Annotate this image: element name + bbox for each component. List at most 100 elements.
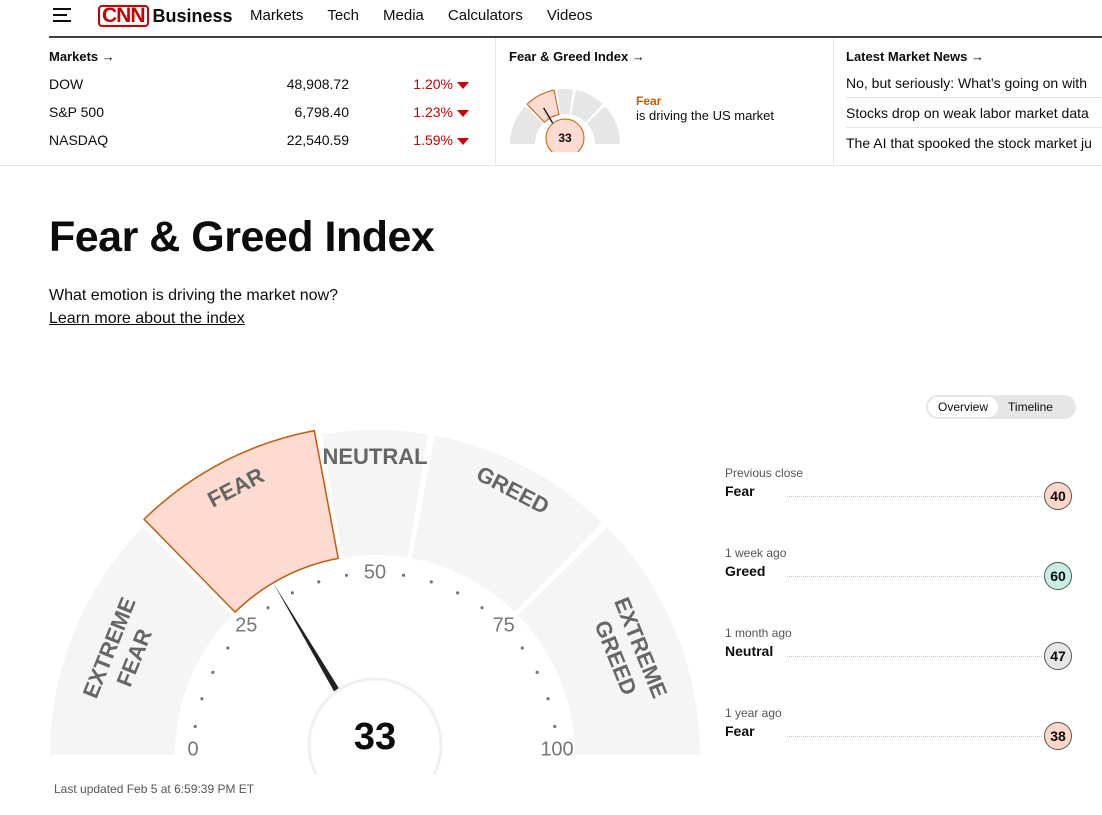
cnn-business-logo[interactable]: CNN Business: [98, 4, 233, 28]
menu-icon[interactable]: [53, 8, 71, 24]
nav-link-markets[interactable]: Markets: [250, 7, 304, 24]
gauge-segment-extreme-greed: [517, 527, 700, 755]
down-arrow-icon: [457, 137, 469, 145]
gauge-tick-dot: [266, 606, 270, 610]
mini-gauge-segment: [586, 106, 620, 144]
gauge-tick-dot: [546, 697, 550, 701]
gauge-label-neutral: NEUTRAL: [322, 444, 427, 469]
market-change: 1.23%: [413, 104, 469, 120]
down-arrow-icon: [457, 109, 469, 117]
history-badge: 60: [1044, 562, 1072, 590]
gauge-value: 33: [354, 716, 396, 758]
nav-divider: [49, 36, 1102, 38]
history-1-week-ago: 1 week ago Greed 60: [725, 546, 1072, 596]
history-when: 1 month ago: [725, 626, 792, 640]
gauge-inner: [177, 557, 573, 755]
gauge-tick-dot: [290, 591, 294, 595]
last-updated: Last updated Feb 5 at 6:59:39 PM ET: [54, 782, 255, 796]
history-state: Fear: [725, 723, 755, 739]
gauge-tick-dot: [211, 670, 215, 674]
gauge-tick-dot: [344, 573, 349, 577]
toggle-timeline[interactable]: Timeline: [1008, 400, 1053, 414]
fear-greed-mini-title[interactable]: Fear & Greed Index →: [509, 49, 645, 64]
latest-news-title[interactable]: Latest Market News →: [846, 49, 984, 64]
history-leader: [787, 576, 1042, 577]
history-1-year-ago: 1 year ago Fear 38: [725, 706, 1072, 756]
mini-gauge: 33: [510, 89, 620, 152]
gauge-segment-neutral: [321, 430, 429, 558]
nav-link-media[interactable]: Media: [383, 7, 424, 24]
gauge-tick-label: 75: [493, 615, 515, 637]
gauge-tick-dot: [480, 606, 484, 610]
history-badge: 40: [1044, 482, 1072, 510]
gauge-segment-extreme-fear: [50, 527, 233, 755]
gauge-tick-dot: [456, 591, 460, 595]
cnn-logo-mark: CNN: [98, 4, 149, 28]
gauge-needle: [273, 582, 350, 710]
market-row-nasdaq[interactable]: NASDAQ 22,540.59 1.59%: [49, 132, 469, 152]
history-leader: [787, 736, 1042, 737]
fear-greed-mini-panel[interactable]: Fear & Greed Index → 33 Fear is driving …: [495, 38, 833, 166]
market-row-sp500[interactable]: S&P 500 6,798.40 1.23%: [49, 104, 469, 124]
down-arrow-icon: [457, 81, 469, 89]
market-name: NASDAQ: [49, 132, 109, 148]
history-state: Greed: [725, 563, 766, 579]
gauge-segment-fear: [143, 429, 340, 614]
history-badge: 47: [1044, 642, 1072, 670]
gauge-tick-dot: [429, 580, 433, 584]
market-change: 1.20%: [413, 76, 469, 92]
learn-more-link[interactable]: Learn more about the index: [49, 310, 245, 327]
market-strip: Markets → DOW 48,908.72 1.20% S&P 500 6,…: [0, 38, 1102, 166]
gauge-tick-dot: [193, 724, 197, 729]
gauge-tick-label: 0: [187, 738, 198, 760]
page-title: Fear & Greed Index: [49, 213, 435, 261]
history-state: Fear: [725, 483, 755, 499]
markets-panel: Markets → DOW 48,908.72 1.20% S&P 500 6,…: [49, 38, 495, 166]
page-subtitle: What emotion is driving the market now?: [49, 287, 339, 304]
history-when: Previous close: [725, 466, 804, 480]
market-value: 6,798.40: [294, 104, 350, 120]
gauge-tick-label: 25: [235, 615, 257, 637]
history-leader: [787, 656, 1042, 657]
gauge-tick-dot: [553, 724, 557, 729]
news-item[interactable]: Stocks drop on weak labor market data: [846, 105, 1102, 128]
latest-news-panel: Latest Market News → No, but seriously: …: [833, 38, 1102, 166]
gauge-segment-greed: [411, 435, 603, 613]
nav-link-calculators[interactable]: Calculators: [447, 7, 523, 24]
mini-gauge-segment: [526, 89, 560, 123]
gauge-tick-dot: [401, 573, 406, 577]
news-item[interactable]: The AI that spooked the stock market ju: [846, 135, 1092, 151]
nav-links: Markets Tech Media Calculators Videos: [250, 7, 617, 24]
gauge-tick-dot: [520, 646, 524, 650]
market-change: 1.59%: [413, 132, 469, 148]
nav-link-videos[interactable]: Videos: [546, 7, 593, 24]
gauge-tick-dot: [535, 670, 539, 674]
gauge-tick-label: 100: [540, 738, 573, 760]
market-name: S&P 500: [49, 104, 105, 120]
mini-gauge-segment: [510, 106, 544, 144]
history-leader: [787, 496, 1042, 497]
market-row-dow[interactable]: DOW 48,908.72 1.20%: [49, 76, 469, 96]
mini-gauge-segment: [570, 90, 603, 123]
fear-greed-gauge: EXTREME FEAR FEAR NEUTRAL GREED EXTREME GREED 0…: [40, 425, 710, 813]
history-when: 1 week ago: [725, 546, 787, 560]
nav-link-tech[interactable]: Tech: [327, 7, 360, 24]
news-item[interactable]: No, but seriously: What’s going on with: [846, 75, 1102, 98]
history-previous-close: Previous close Fear 40: [725, 466, 1072, 516]
gauge-tick-dot: [317, 580, 321, 584]
mini-gauge-caption: is driving the US market: [636, 108, 774, 123]
history-state: Neutral: [725, 643, 774, 659]
history-when: 1 year ago: [725, 706, 782, 720]
toggle-overview[interactable]: Overview: [928, 397, 999, 417]
mini-gauge-segment: [556, 89, 574, 115]
history-1-month-ago: 1 month ago Neutral 47: [725, 626, 1072, 676]
markets-title[interactable]: Markets →: [49, 49, 115, 64]
gauge-tick-dot: [226, 646, 230, 650]
market-value: 22,540.59: [286, 132, 349, 148]
history-badge: 38: [1044, 722, 1072, 750]
top-nav: CNN Business Markets Tech Media Calculat…: [0, 0, 1102, 37]
gauge-tick-label: 50: [364, 561, 386, 583]
mini-gauge-hub: [545, 118, 585, 152]
view-toggle: Overview Timeline: [926, 395, 1076, 419]
mini-gauge-label: Fear is driving the US market: [636, 94, 774, 123]
